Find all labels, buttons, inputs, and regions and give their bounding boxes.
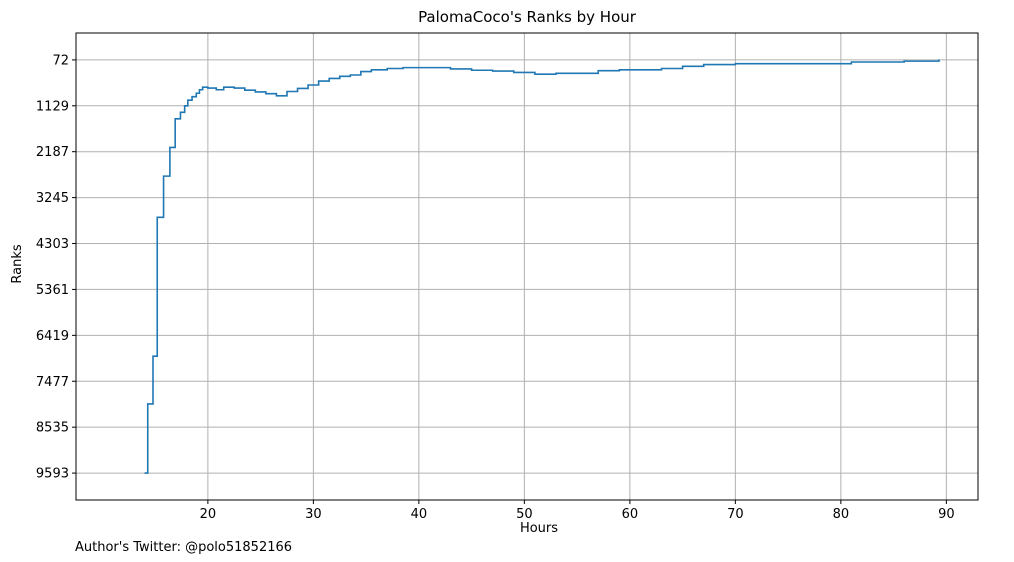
y-tick-label: 9593 (36, 467, 69, 482)
y-tick-label: 4303 (36, 237, 69, 252)
y-tick-label: 72 (52, 53, 69, 68)
y-tick-label: 3245 (36, 191, 69, 206)
x-tick-label: 60 (622, 507, 639, 522)
y-tick-label: 8535 (36, 421, 69, 436)
y-axis-title: Ranks (10, 244, 25, 283)
author-credit: Author's Twitter: @polo51852166 (75, 540, 292, 555)
y-tick-label: 7477 (36, 375, 69, 390)
x-axis: 20 30 40 50 60 70 80 90 (200, 500, 955, 522)
y-tick-label: 6419 (36, 329, 69, 344)
y-tick-label: 1129 (36, 99, 69, 114)
x-tick-label: 20 (200, 507, 217, 522)
x-tick-label: 50 (516, 507, 533, 522)
x-tick-label: 90 (938, 507, 955, 522)
x-tick-label: 70 (727, 507, 744, 522)
grid (76, 33, 978, 500)
y-tick-label: 2187 (36, 145, 69, 160)
chart-title: PalomaCoco's Ranks by Hour (418, 8, 637, 26)
x-tick-label: 80 (833, 507, 850, 522)
plot-area (75, 32, 979, 501)
series-layer (144, 59, 940, 474)
rank-series-line (144, 59, 940, 474)
x-tick-label: 40 (411, 507, 428, 522)
y-axis: 72 1129 2187 3245 4303 5361 6419 7477 8535 9593 (36, 53, 76, 482)
x-tick-label: 30 (305, 507, 322, 522)
x-axis-title: Hours (520, 521, 558, 536)
y-tick-label: 5361 (36, 283, 69, 298)
